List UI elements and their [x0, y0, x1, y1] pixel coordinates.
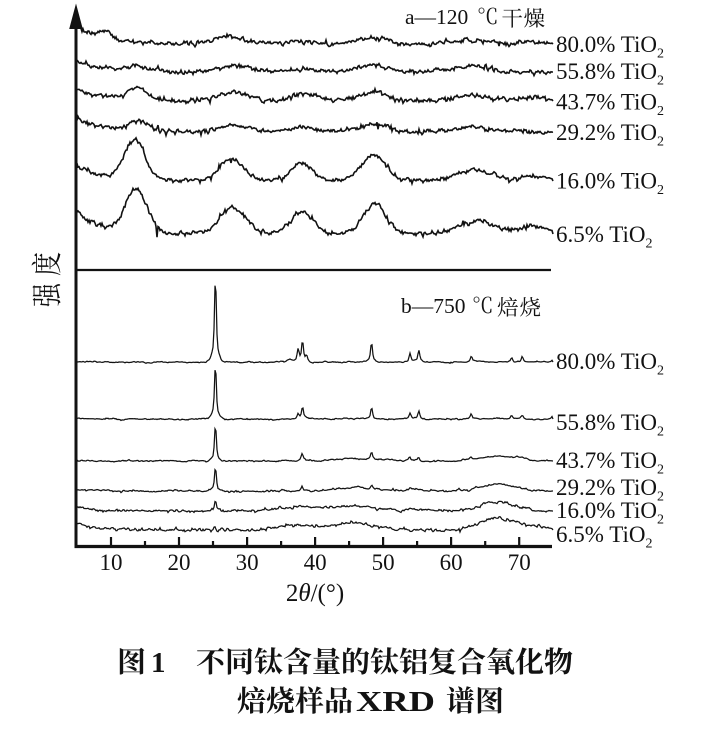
svg-text:10: 10: [100, 550, 123, 575]
svg-text:29.2% TiO2: 29.2% TiO2: [556, 475, 664, 505]
svg-text:80.0% TiO2: 80.0% TiO2: [556, 32, 664, 62]
svg-text:a—120: a—120: [405, 5, 468, 29]
svg-text:50: 50: [372, 550, 395, 575]
svg-text:70: 70: [508, 550, 531, 575]
svg-text:b—750: b—750: [401, 294, 466, 318]
svg-text:16.0% TiO2: 16.0% TiO2: [556, 169, 664, 199]
svg-text:43.7% TiO2: 43.7% TiO2: [556, 90, 664, 120]
svg-text:16.0% TiO2: 16.0% TiO2: [556, 498, 664, 528]
svg-text:20: 20: [168, 550, 191, 575]
svg-text:55.8% TiO2: 55.8% TiO2: [556, 59, 664, 89]
svg-text:6.5% TiO2: 6.5% TiO2: [556, 222, 652, 252]
svg-text:60: 60: [440, 550, 463, 575]
svg-text:6.5% TiO2: 6.5% TiO2: [556, 522, 652, 552]
svg-text:29.2% TiO2: 29.2% TiO2: [556, 120, 664, 150]
svg-text:43.7% TiO2: 43.7% TiO2: [556, 448, 664, 478]
svg-text:30: 30: [236, 550, 259, 575]
svg-text:40: 40: [304, 550, 327, 575]
svg-text:80.0% TiO2: 80.0% TiO2: [556, 349, 664, 379]
svg-text:1: 1: [151, 647, 166, 679]
svg-text:55.8% TiO2: 55.8% TiO2: [556, 410, 664, 440]
svg-text:XRD: XRD: [356, 686, 435, 718]
svg-text:2θ/(°): 2θ/(°): [286, 580, 344, 607]
